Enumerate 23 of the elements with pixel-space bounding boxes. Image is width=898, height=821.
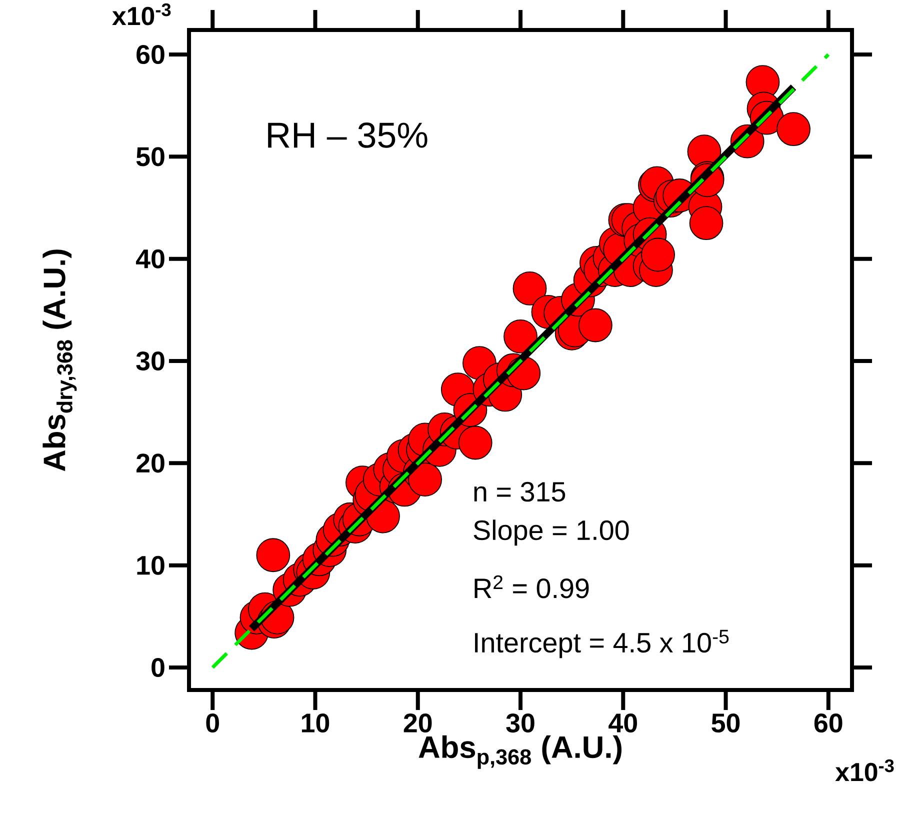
- annotation: n = 315: [474, 482, 566, 502]
- x-axis-title: Abs$_{p,368}$ (A.U.): [418, 735, 622, 769]
- y-tick-label: 50: [136, 147, 164, 166]
- x-tick-label: 50: [712, 714, 740, 733]
- y-tick-label: 10: [137, 556, 164, 575]
- x-tick-label: 30: [506, 714, 534, 733]
- x-tick-label: 0: [206, 714, 219, 733]
- x-tick-label: 20: [404, 714, 432, 733]
- y-tick-label: 20: [136, 454, 164, 473]
- x-tick-label: 10: [302, 714, 330, 733]
- annotation: R$^{2}$ = 0.99: [474, 575, 589, 598]
- y-tick-label: 0: [152, 658, 164, 678]
- x-tick-label: 60: [814, 714, 842, 733]
- x-tick-label: 40: [608, 714, 637, 733]
- text: x10$^{-3}$: [112, 3, 171, 26]
- annotation: Intercept = 4.5 x 10$^{-5}$: [475, 630, 729, 658]
- y-tick-label: 30: [136, 351, 164, 371]
- y-axis-title: Abs$_{dry,368}$ (A.U.): [42, 250, 77, 472]
- annotation: RH – 35%: [268, 122, 428, 148]
- text: x10$^{-3}$: [835, 759, 894, 782]
- annotation: Slope = 1.00: [474, 520, 629, 546]
- y-tick-label: 60: [136, 44, 164, 64]
- y-tick-label: 40: [136, 249, 164, 268]
